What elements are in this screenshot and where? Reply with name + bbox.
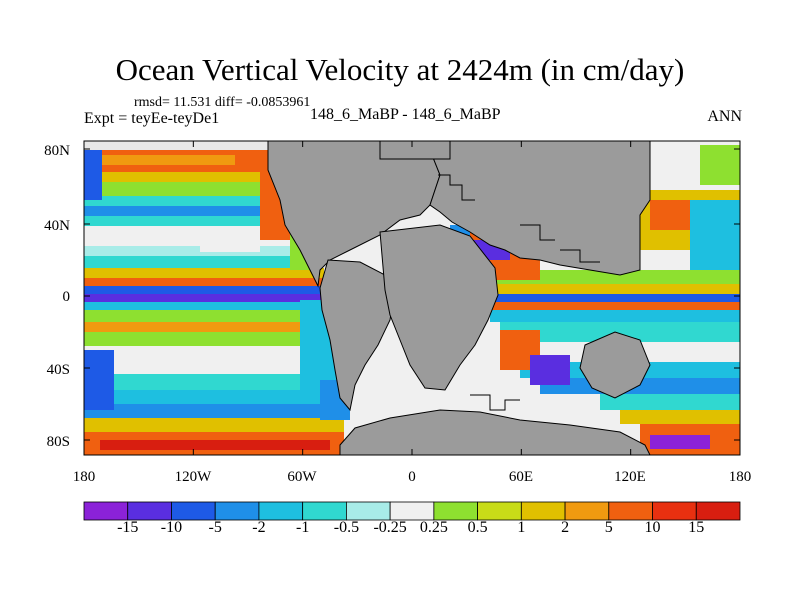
colorbar-swatch <box>127 501 172 521</box>
colorbar-swatch <box>652 501 697 521</box>
coastline-contours <box>438 174 600 411</box>
colorbar-swatch <box>258 501 304 521</box>
colorbar-label: 15 <box>688 519 704 536</box>
colorbar-label: -15 <box>117 519 138 536</box>
plot-title: Ocean Vertical Velocity at 2424m (in cm/… <box>115 52 685 87</box>
colorbar-swatch <box>389 501 435 521</box>
colorbar-label: 10 <box>645 519 661 536</box>
colorbar-label: -2 <box>252 519 265 536</box>
axis-ticks <box>83 141 741 455</box>
colorbar-label: -1 <box>296 519 309 536</box>
colorbar-swatch <box>564 501 610 521</box>
colorbar-swatch <box>477 501 522 521</box>
lat-label-40s: 40S <box>47 362 70 378</box>
colorbar-label: 5 <box>605 519 613 536</box>
colorbar-label: 0.25 <box>420 519 448 536</box>
colorbar-swatch <box>345 501 391 521</box>
colorbar-label: -5 <box>209 519 222 536</box>
land-australia <box>579 331 651 399</box>
case-label: 148_6_MaBP - 148_6_MaBP <box>310 106 501 123</box>
colorbar-swatch <box>302 501 347 521</box>
land-eurasia <box>419 141 651 276</box>
lat-label-80n: 80N <box>44 143 70 159</box>
colorbar-label: -0.5 <box>334 519 359 536</box>
lon-label-60w: 60W <box>287 469 317 485</box>
colorbar-label: 1 <box>517 519 525 536</box>
colorbar-swatch <box>83 501 129 521</box>
lon-label-120e: 120E <box>614 469 646 485</box>
colorbar-swatch <box>520 501 566 521</box>
lon-label-60e: 60E <box>509 469 533 485</box>
land-antarctica <box>339 409 651 455</box>
experiment-label: Expt = teyEe-teyDe1 <box>84 110 220 127</box>
land-masses <box>267 141 651 455</box>
lat-label-80s: 80S <box>47 434 70 450</box>
latitude-labels: 80N 40N 0 40S 80S <box>44 143 70 450</box>
map-plot-area <box>84 141 740 455</box>
lat-label-0: 0 <box>63 289 71 305</box>
colorbar-label: 0.5 <box>468 519 488 536</box>
stats-label: rmsd= 11.531 diff= -0.0853961 <box>134 95 311 110</box>
lat-label-40n: 40N <box>44 218 70 234</box>
colorbar-labels: -15 -10 -5 -2 -1 -0.5 -0.25 0.25 0.5 1 2… <box>117 519 704 536</box>
colorbar-label: -0.25 <box>373 519 406 536</box>
colorbar-swatch <box>214 501 260 521</box>
colorbar-swatch <box>433 501 479 521</box>
colorbar-label: -10 <box>161 519 182 536</box>
lon-label-120w: 120W <box>175 469 213 485</box>
longitude-labels: 180 120W 60W 0 60E 120E 180 <box>73 469 752 485</box>
colorbar-swatch <box>608 501 653 521</box>
colorbar-label: 2 <box>561 519 569 536</box>
lon-label-0: 0 <box>408 469 416 485</box>
pacific-field <box>84 141 350 455</box>
lon-label-180e: 180 <box>729 469 752 485</box>
colorbar-swatch <box>171 501 216 521</box>
land-africa <box>379 224 499 391</box>
lon-label-180w: 180 <box>73 469 96 485</box>
colorbar <box>83 501 741 521</box>
season-label: ANN <box>707 108 742 125</box>
land-greenland <box>379 141 451 160</box>
colorbar-swatch <box>695 501 741 521</box>
